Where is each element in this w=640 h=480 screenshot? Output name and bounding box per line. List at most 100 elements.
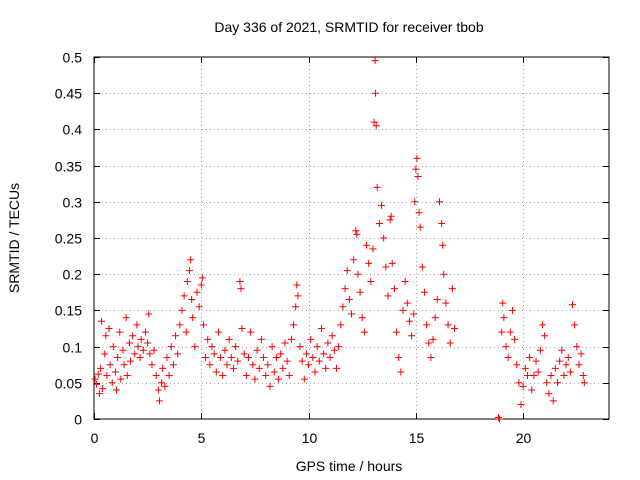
data-point bbox=[378, 201, 386, 209]
data-point bbox=[217, 353, 225, 361]
data-point bbox=[335, 343, 343, 351]
data-point bbox=[410, 310, 418, 318]
y-tick-label: 0 bbox=[74, 412, 82, 428]
data-point bbox=[328, 332, 336, 340]
data-point bbox=[560, 372, 568, 380]
y-tick-label: 0.45 bbox=[55, 86, 82, 102]
data-point bbox=[420, 288, 428, 296]
data-point bbox=[208, 343, 216, 351]
data-point bbox=[423, 321, 431, 329]
data-point bbox=[519, 382, 527, 390]
y-axis-label: SRMTID / TECUs bbox=[6, 183, 22, 293]
data-point bbox=[446, 339, 454, 347]
data-point bbox=[277, 350, 285, 358]
data-point bbox=[178, 306, 186, 314]
data-point bbox=[320, 350, 328, 358]
data-point bbox=[545, 390, 553, 398]
data-point bbox=[435, 198, 443, 206]
data-point bbox=[270, 368, 278, 376]
data-point bbox=[290, 321, 298, 329]
data-point bbox=[91, 375, 99, 383]
data-point bbox=[387, 212, 395, 220]
data-point bbox=[390, 285, 398, 293]
data-point bbox=[240, 350, 248, 358]
data-point bbox=[427, 353, 435, 361]
data-point bbox=[322, 364, 330, 372]
data-point bbox=[197, 281, 205, 289]
data-point bbox=[448, 285, 456, 293]
data-point bbox=[251, 375, 259, 383]
data-point bbox=[499, 299, 507, 307]
data-point bbox=[511, 335, 519, 343]
data-point bbox=[189, 314, 197, 322]
chart-title: Day 336 of 2021, SRMTID for receiver tbo… bbox=[214, 19, 483, 35]
data-point bbox=[223, 361, 231, 369]
data-point bbox=[373, 183, 381, 191]
data-point bbox=[313, 343, 321, 351]
data-point bbox=[534, 368, 542, 376]
data-point bbox=[262, 372, 270, 380]
data-point bbox=[337, 321, 345, 329]
data-point bbox=[176, 321, 184, 329]
data-point bbox=[102, 332, 110, 340]
data-point bbox=[172, 332, 180, 340]
x-tick-labels: 0 5 10 15 20 bbox=[91, 430, 532, 446]
data-point bbox=[106, 361, 114, 369]
data-point bbox=[193, 288, 201, 296]
data-point bbox=[253, 346, 261, 354]
y-tick-labels: 0 0.05 0.1 0.15 0.2 0.25 0.3 0.35 0.4 0.45 0.5 bbox=[55, 50, 82, 428]
data-point bbox=[358, 314, 366, 322]
data-point bbox=[415, 209, 423, 217]
data-point bbox=[137, 335, 145, 343]
data-point bbox=[210, 350, 218, 358]
data-point bbox=[403, 299, 411, 307]
data-point bbox=[293, 281, 301, 289]
data-point bbox=[199, 321, 207, 329]
data-point bbox=[541, 332, 549, 340]
data-point bbox=[142, 328, 149, 336]
data-point bbox=[372, 122, 380, 130]
data-point bbox=[133, 321, 141, 329]
data-point bbox=[425, 339, 433, 347]
data-point bbox=[380, 234, 388, 242]
data-point bbox=[562, 361, 570, 369]
data-point bbox=[117, 375, 125, 383]
data-point bbox=[370, 118, 378, 126]
data-point bbox=[198, 274, 206, 282]
data-point bbox=[148, 361, 156, 369]
data-point bbox=[305, 361, 313, 369]
data-point bbox=[569, 301, 577, 309]
data-point bbox=[317, 325, 325, 332]
data-point bbox=[298, 357, 306, 365]
data-point bbox=[401, 277, 409, 285]
data-point bbox=[517, 401, 525, 409]
y-tick-label: 0.5 bbox=[63, 50, 83, 66]
data-point bbox=[500, 314, 508, 322]
data-point bbox=[324, 339, 332, 347]
data-point bbox=[152, 372, 160, 380]
data-point bbox=[212, 368, 220, 376]
data-point bbox=[96, 364, 104, 372]
data-point bbox=[257, 335, 265, 343]
data-point bbox=[354, 270, 362, 278]
data-point bbox=[108, 379, 116, 387]
data-point bbox=[242, 372, 250, 380]
data-point bbox=[439, 241, 447, 249]
data-point bbox=[119, 346, 127, 354]
data-point bbox=[502, 343, 510, 351]
data-point bbox=[129, 332, 137, 340]
data-point bbox=[116, 328, 124, 336]
data-point bbox=[214, 328, 222, 336]
data-point bbox=[506, 328, 514, 336]
data-point bbox=[114, 353, 122, 361]
data-point bbox=[498, 328, 506, 336]
data-point bbox=[311, 368, 319, 376]
data-point bbox=[191, 343, 199, 351]
data-point bbox=[234, 357, 242, 365]
data-point bbox=[388, 259, 396, 267]
data-point bbox=[219, 372, 227, 380]
data-point bbox=[247, 328, 255, 336]
data-point bbox=[556, 357, 564, 365]
y-tick-label: 0.2 bbox=[63, 267, 83, 283]
